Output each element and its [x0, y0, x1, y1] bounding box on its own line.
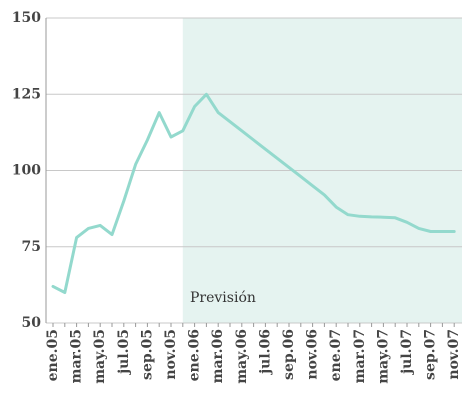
x-tick-label: nov.07 [446, 329, 462, 380]
y-tick-label: 75 [22, 239, 41, 255]
grid-layer [45, 17, 462, 327]
y-tick-label: 150 [12, 10, 41, 26]
x-tick-label: nov.06 [305, 329, 321, 380]
x-tick-label: jul.07 [399, 329, 415, 376]
y-tick-label: 125 [12, 86, 41, 102]
y-tick-label: 50 [22, 315, 42, 331]
annotation: Previsión [190, 290, 256, 306]
x-tick-label: mar.05 [69, 329, 85, 383]
x-tick-label: mar.07 [352, 329, 368, 383]
x-tick-label: jul.06 [257, 329, 273, 376]
y-tick-label: 100 [12, 163, 41, 179]
x-tick-label: ene.06 [187, 329, 203, 381]
x-tick-label: sep.05 [139, 329, 155, 380]
x-tick-label: may.06 [234, 329, 250, 384]
x-tick-label: nov.05 [163, 329, 179, 380]
x-tick-label: sep.06 [281, 329, 297, 380]
x-tick-label: ene.07 [328, 329, 344, 381]
x-tick-label: may.07 [375, 329, 391, 384]
line-series [51, 92, 456, 294]
x-tick-label: mar.06 [210, 329, 226, 383]
x-tick-label: jul.05 [116, 329, 132, 376]
x-tick-label: sep.07 [423, 329, 439, 380]
x-tick-label: ene.05 [45, 329, 61, 381]
x-tick-label: may.05 [92, 329, 108, 384]
